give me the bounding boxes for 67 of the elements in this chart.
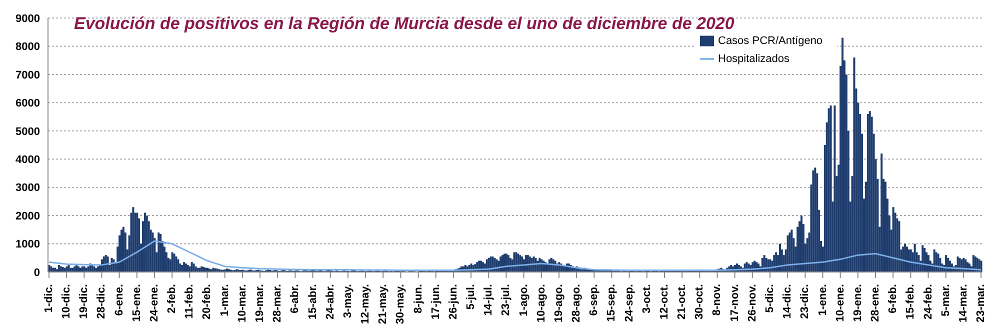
x-tick-label: 14-jul. xyxy=(482,284,495,316)
x-tick-label: 5-dic. xyxy=(764,284,776,313)
x-tick-label: 19-dic. xyxy=(78,284,90,319)
x-tick-label: 21-oct. xyxy=(676,284,688,320)
x-tick-label: 1-ene. xyxy=(816,284,829,316)
x-tick-label: 15-ene. xyxy=(130,284,143,322)
x-tick-label: 14-mar. xyxy=(957,284,970,323)
y-tick-label: 3000 xyxy=(16,182,40,194)
x-tick-label: 5-jul. xyxy=(465,284,478,310)
x-tick-label: 23-dic. xyxy=(799,284,812,319)
x-tick-label: 15-feb. xyxy=(904,284,917,320)
x-tick-label: 6-abr. xyxy=(289,284,302,314)
x-tick-label: 28-ago. xyxy=(570,284,583,323)
x-tick-label: 10-ago. xyxy=(535,284,548,323)
x-tick-label: 23-mar. xyxy=(975,284,988,323)
x-tick-label: 19-ago. xyxy=(552,284,565,323)
x-tick-label: 5-mar. xyxy=(940,284,952,316)
x-tick-label: 2-feb. xyxy=(166,284,178,314)
x-tick-label: 24-feb. xyxy=(922,284,934,320)
chart-title: Evolución de positivos en la Región de Murcia desde el uno de diciembre de 2020 xyxy=(74,14,734,34)
x-tick-label: 15-abr. xyxy=(306,284,319,320)
x-tick-label: 26-jun. xyxy=(447,284,460,320)
y-tick-label: 6000 xyxy=(16,98,40,110)
x-tick-label: 12-may. xyxy=(360,284,372,324)
x-tick-label: 6-ene. xyxy=(113,284,126,316)
x-tick-label: 14-dic. xyxy=(782,284,794,319)
x-tick-label: 8-nov. xyxy=(711,284,724,316)
x-tick-label: 28-mar. xyxy=(272,284,284,323)
y-tick-label: 9000 xyxy=(16,12,40,25)
y-tick-label: 5000 xyxy=(16,126,40,138)
x-tick-label: 24-sep. xyxy=(623,284,636,322)
x-tick-label: 1-dic. xyxy=(42,284,55,313)
x-tick-label: 28-ene. xyxy=(870,284,882,322)
x-tick-label: 24-abr. xyxy=(324,284,336,320)
x-tick-label: 12-oct. xyxy=(658,284,670,320)
x-tick-label: 19-mar. xyxy=(254,284,266,323)
x-tick-label: 23-jul. xyxy=(500,284,512,316)
x-tick-label: 24-ene. xyxy=(148,284,160,322)
y-tick-label: 2000 xyxy=(16,210,40,222)
x-tick-label: 17-nov. xyxy=(728,284,741,322)
y-tick-label: 8000 xyxy=(16,41,40,54)
x-tick-label: 15-sep. xyxy=(606,284,618,322)
x-tick-label: 20-feb. xyxy=(201,284,214,320)
x-tick-label: 3-oct. xyxy=(640,284,653,314)
x-tick-label: 1-ago. xyxy=(518,284,530,316)
legend-label: Hospitalizados xyxy=(718,53,790,65)
x-tick-label: 10-ene. xyxy=(834,284,846,322)
y-tick-label: 7000 xyxy=(16,69,40,82)
x-tick-label: 28-dic. xyxy=(96,284,108,319)
x-tick-label: 8-jun. xyxy=(412,284,424,314)
x-tick-label: 1-mar. xyxy=(218,284,231,316)
x-tick-label: 11-feb. xyxy=(184,284,196,319)
y-tick-label: 4000 xyxy=(16,154,40,166)
x-tick-label: 17-jun. xyxy=(430,284,442,320)
x-tick-label: 3-may. xyxy=(342,284,354,318)
x-tick-label: 30-may. xyxy=(394,284,407,324)
x-tick-label: 6-sep. xyxy=(588,284,600,316)
x-tick-label: 21-may. xyxy=(377,284,390,324)
legend-label: Casos PCR/Antígeno xyxy=(718,35,823,47)
x-tick-label: 30-oct. xyxy=(694,284,706,320)
x-tick-label: 10-dic. xyxy=(60,284,73,319)
y-tick-label: 0 xyxy=(34,266,40,279)
y-tick-label: 1000 xyxy=(16,238,40,251)
x-tick-label: 10-mar. xyxy=(236,284,248,323)
x-tick-label: 6-feb. xyxy=(887,284,900,314)
x-tick-label: 26-nov. xyxy=(746,284,758,322)
x-tick-label: 19-ene. xyxy=(852,284,864,322)
